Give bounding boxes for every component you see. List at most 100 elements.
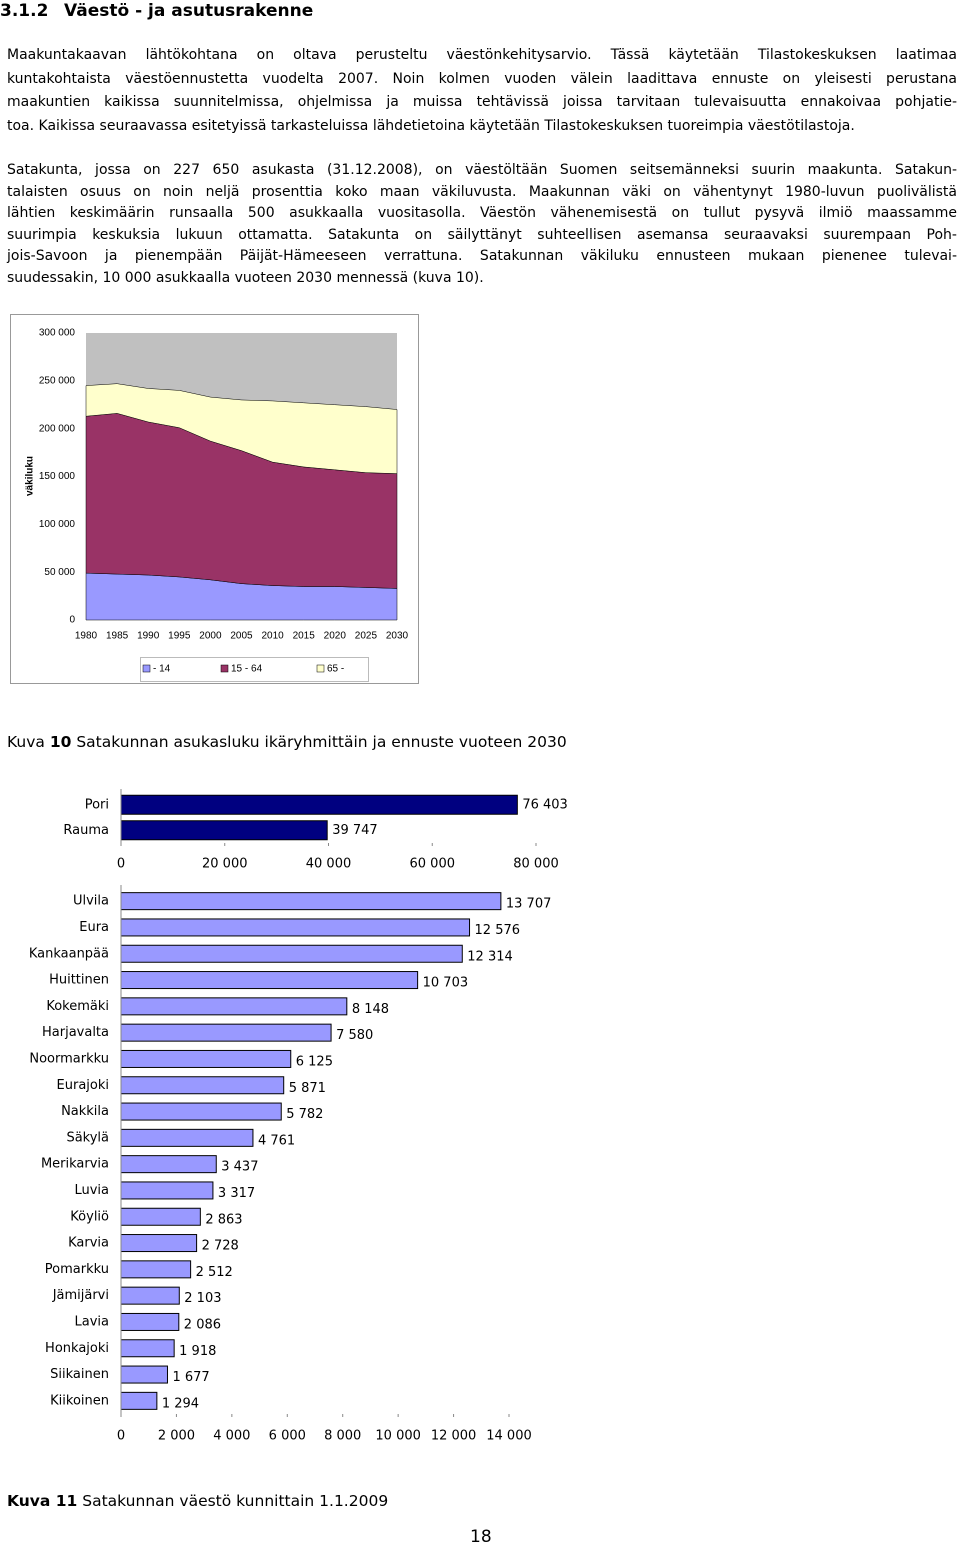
text-line: Satakunta, jossa on 227 650 asukasta (31… [7,162,957,178]
bar [120,1286,180,1305]
legend-swatch [220,664,229,673]
legend-swatch [142,664,151,673]
x-tick-label: 2010 [261,631,284,642]
y-tick-label: 150 000 [39,471,76,482]
x-tick-label: 20 000 [202,857,248,872]
bar [120,997,348,1016]
y-tick-label: 300 000 [39,328,76,339]
x-tick-label: 2005 [230,631,253,642]
x-tick-label: 2025 [355,631,378,642]
text-line: toa. Kaikissa seuraavassa esitetyissä ta… [7,118,855,135]
x-tick-label: 80 000 [513,857,559,872]
category-label: Kiikoinen [50,1393,109,1408]
legend-label: 65 - [327,664,344,675]
bar [120,1181,214,1200]
x-tick-label: 1990 [137,631,160,642]
bar [120,1234,198,1253]
value-label: 8 148 [352,1002,389,1017]
x-tick-label: 1995 [168,631,191,642]
bar [120,1260,192,1279]
category-label: Nakkila [61,1104,109,1119]
x-tick-label: 0 [117,1429,125,1444]
category-label: Pomarkku [45,1262,109,1277]
bar [120,1339,175,1358]
bar [120,1207,201,1226]
x-tick-label: 2 000 [158,1429,195,1444]
caption-number: 10 [49,733,72,751]
value-label: 2 103 [184,1291,221,1306]
text-line: suudessakin, 10 000 asukkaalla vuoteen 2… [7,269,484,286]
x-tick-label: 2015 [293,631,316,642]
category-label: Ulvila [73,894,109,909]
value-label: 39 747 [332,823,378,838]
value-label: 6 125 [296,1054,333,1069]
text-line: lähtien keskimäärin runsaalla 500 asukka… [7,205,957,222]
value-label: 10 703 [423,976,469,991]
category-label: Pori [85,797,109,812]
text-line: maakuntien kaikissa suunnitelmissa, ohje… [7,94,957,111]
bar-chart: 0 2 000 4 000 6 000 8 000 10 000 12 000 14 000 U… [29,885,552,1444]
y-axis-title: väkiluku [25,456,36,496]
value-label: 1 677 [172,1370,209,1385]
x-tick-label: 1980 [75,631,98,642]
page-number: 18 [470,1527,492,1547]
value-label: 5 782 [286,1107,323,1122]
bar [120,971,419,990]
value-label: 3 437 [221,1160,258,1175]
category-label: Honkajoki [45,1341,109,1356]
value-label: 2 512 [196,1265,233,1280]
area-chart: 0 50 000 100 000 150 000 200 000 250 000 300 0… [10,314,419,684]
value-label: 76 403 [522,797,568,812]
x-tick-label: 4 000 [213,1429,250,1444]
y-tick-label: 100 000 [39,519,76,530]
figure-caption: Kuva 11 Satakunnan väestö kunnittain 1.1… [7,1492,388,1510]
x-tick-label: 0 [117,857,125,872]
text-line: jois-Savoon ja pienempään Päijät-Hämeese… [7,248,957,265]
value-label: 2 863 [205,1212,242,1227]
y-tick-label: 250 000 [39,375,76,386]
bar [120,918,471,937]
bar [120,794,518,815]
y-tick-label: 0 [69,615,75,626]
x-tick-label: 2020 [324,631,347,642]
x-tick-label: 12 000 [431,1429,477,1444]
y-tick-label: 200 000 [39,423,76,434]
caption-prefix: Kuva [7,733,45,751]
category-label: Säkylä [66,1130,109,1145]
x-tick-label: 6 000 [269,1429,306,1444]
bar [120,1312,180,1331]
category-label: Siikainen [50,1367,109,1382]
heading-title: Väestö - ja asutusrakenne [64,1,314,21]
bar [120,1049,292,1068]
value-label: 12 576 [475,923,521,938]
text-line: kuntakohtaista väestöennustetta vuodelta… [7,70,957,87]
category-label: Kankaanpää [29,946,109,961]
value-label: 2 086 [184,1317,221,1332]
category-label: Noormarkku [29,1051,109,1066]
x-tick-label: 10 000 [375,1429,421,1444]
category-label: Karvia [68,1236,109,1251]
category-label: Huittinen [49,973,109,988]
bar [120,1128,254,1147]
caption-number: 11 [55,1492,78,1510]
value-label: 13 707 [506,897,552,912]
x-tick-label: 2000 [199,631,222,642]
bar [120,1365,168,1384]
value-label: 1 918 [179,1344,216,1359]
legend-label: - 14 [153,664,171,675]
text-line: suurimpia keskuksia lukuun ottamatta. Sa… [7,226,957,243]
legend-label: 15 - 64 [231,664,263,675]
bar-chart: 0 20 000 40 000 60 000 80 000 Pori 76 403 Rauma… [63,789,568,872]
category-label: Merikarvia [41,1157,109,1172]
bar [120,1155,217,1174]
text-line: Maakuntakaavan lähtökohtana on oltava pe… [7,47,957,63]
category-label: Lavia [75,1314,109,1329]
x-tick-label: 8 000 [324,1429,361,1444]
x-tick-label: 2030 [386,631,409,642]
bar [120,1023,332,1042]
value-label: 4 761 [258,1133,295,1148]
category-label: Jämijärvi [52,1288,109,1303]
value-label: 2 728 [202,1239,239,1254]
x-tick-label: 60 000 [410,857,456,872]
